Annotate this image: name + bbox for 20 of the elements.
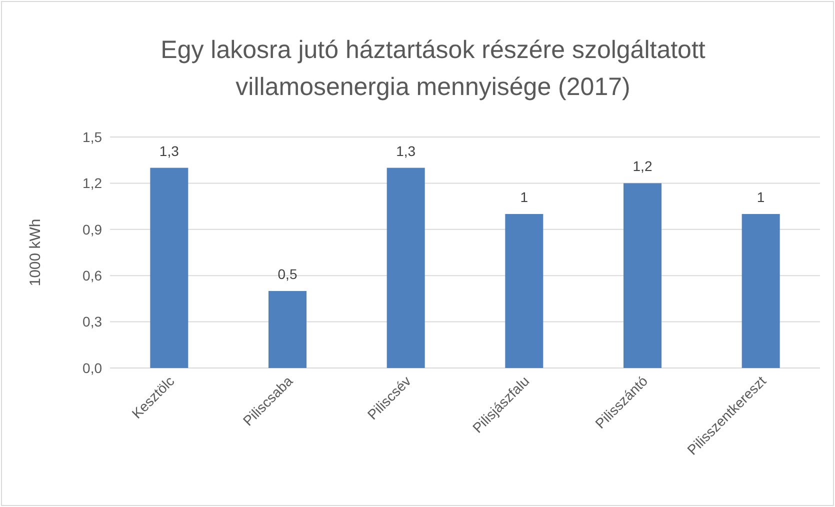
bar bbox=[150, 168, 188, 368]
bar bbox=[742, 214, 780, 368]
y-tick-label: 0,6 bbox=[82, 268, 102, 284]
bar bbox=[505, 214, 544, 368]
data-label: 1 bbox=[756, 189, 765, 205]
bar bbox=[268, 291, 306, 368]
bar bbox=[624, 183, 662, 368]
data-label: 1,3 bbox=[396, 142, 416, 159]
data-label: 0,5 bbox=[278, 266, 298, 282]
y-axis-title: 1000 kWh bbox=[27, 218, 44, 286]
y-tick-label: 1,5 bbox=[82, 128, 102, 145]
data-label: 1,3 bbox=[159, 142, 180, 159]
y-tick-label: 0,0 bbox=[82, 360, 102, 376]
y-tick-label: 0,9 bbox=[82, 221, 102, 238]
data-label: 1 bbox=[520, 189, 528, 205]
bar bbox=[386, 168, 425, 368]
y-tick-label: 0,3 bbox=[82, 314, 102, 330]
chart-title: Egy lakosra jutó háztartások részére szolgáltatott villamosenergia mennyisége (2017) bbox=[160, 36, 706, 101]
data-label: 1,2 bbox=[632, 158, 652, 174]
y-tick-label: 1,2 bbox=[82, 175, 102, 192]
